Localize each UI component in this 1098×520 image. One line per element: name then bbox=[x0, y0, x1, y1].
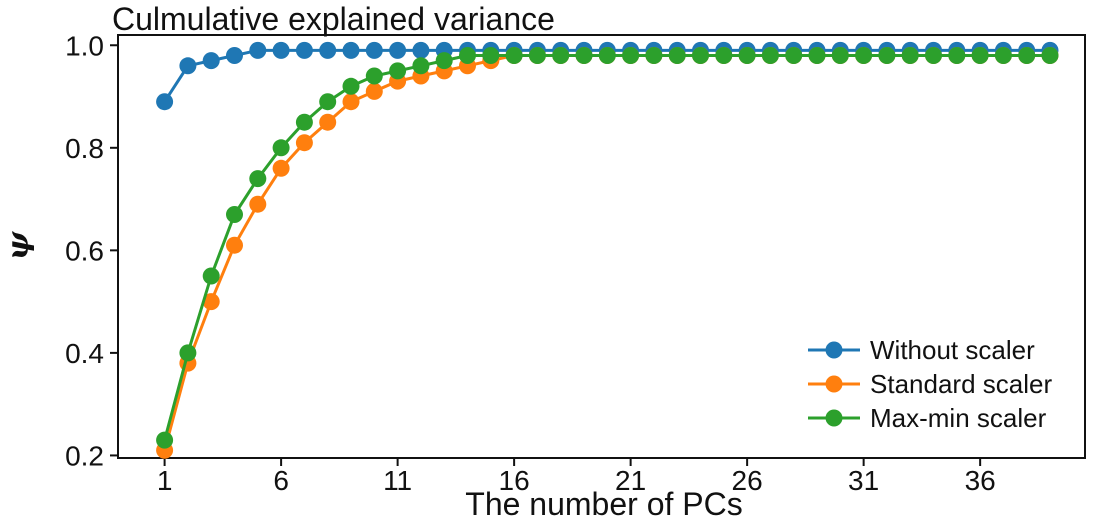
x-tick-label: 6 bbox=[273, 465, 289, 496]
legend-label: Without scaler bbox=[870, 335, 1035, 365]
data-point bbox=[226, 47, 243, 64]
data-point bbox=[272, 159, 290, 177]
data-point bbox=[365, 67, 383, 85]
data-point bbox=[389, 41, 407, 59]
data-point bbox=[622, 47, 640, 64]
data-point bbox=[668, 47, 686, 64]
data-point bbox=[319, 113, 337, 131]
data-point bbox=[179, 57, 197, 75]
data-point bbox=[202, 52, 220, 70]
data-point bbox=[226, 236, 243, 254]
legend-label: Max-min scaler bbox=[870, 403, 1047, 433]
data-point bbox=[878, 47, 896, 64]
data-point bbox=[692, 47, 709, 64]
data-point bbox=[342, 77, 360, 95]
data-point bbox=[412, 41, 430, 59]
data-point bbox=[295, 134, 313, 152]
data-point bbox=[249, 195, 267, 213]
y-tick-label: 0.2 bbox=[65, 440, 104, 471]
plot-frame bbox=[117, 34, 1086, 459]
y-tick-label: 0.4 bbox=[65, 338, 104, 369]
data-point bbox=[575, 47, 593, 64]
legend-item: Standard scaler bbox=[808, 369, 1052, 399]
data-point bbox=[365, 41, 383, 59]
legend-item: Without scaler bbox=[808, 335, 1035, 365]
data-point bbox=[761, 47, 779, 64]
data-point bbox=[971, 47, 989, 64]
data-point bbox=[389, 62, 407, 80]
data-point bbox=[785, 47, 803, 64]
x-axis-label: The number of PCs bbox=[465, 486, 742, 520]
x-tick-label: 1 bbox=[157, 465, 173, 496]
data-point bbox=[505, 47, 523, 64]
x-tick-label: 16 bbox=[499, 465, 530, 496]
data-point bbox=[249, 41, 267, 59]
data-point bbox=[156, 431, 174, 449]
x-tick-label: 11 bbox=[383, 465, 412, 496]
legend-marker bbox=[825, 409, 843, 427]
data-point bbox=[295, 113, 313, 131]
data-point bbox=[226, 206, 243, 223]
data-point bbox=[738, 47, 756, 64]
data-point bbox=[528, 47, 546, 64]
data-point bbox=[156, 93, 174, 111]
data-point bbox=[459, 47, 476, 64]
axes: 1 6 11 16 21 26 31 360.20.40.60.81.0 bbox=[65, 30, 996, 496]
data-point bbox=[249, 170, 267, 188]
data-point bbox=[994, 47, 1012, 64]
data-point bbox=[295, 41, 313, 59]
data-point bbox=[855, 47, 873, 64]
data-point bbox=[179, 344, 197, 362]
legend: Without scaler Standard scaler Max-min sca… bbox=[808, 335, 1052, 433]
data-point bbox=[342, 93, 360, 111]
data-point bbox=[645, 47, 663, 64]
data-point bbox=[925, 47, 942, 64]
legend-marker bbox=[825, 341, 843, 359]
data-point bbox=[319, 41, 337, 59]
y-tick-label: 1.0 bbox=[65, 30, 104, 61]
data-point bbox=[412, 57, 430, 75]
data-point bbox=[831, 47, 849, 64]
series-layer bbox=[156, 41, 1059, 459]
data-point bbox=[1041, 47, 1059, 64]
data-point bbox=[552, 47, 570, 64]
data-point bbox=[808, 47, 826, 64]
data-point bbox=[342, 41, 360, 59]
data-point bbox=[365, 82, 383, 100]
x-tick-label: 31 bbox=[848, 465, 879, 496]
data-point bbox=[435, 52, 453, 70]
x-tick-label: 26 bbox=[732, 465, 763, 496]
data-point bbox=[482, 47, 500, 64]
data-point bbox=[272, 139, 290, 157]
y-tick-label: 0.8 bbox=[65, 133, 104, 164]
data-point bbox=[1018, 47, 1036, 64]
data-point bbox=[272, 41, 290, 59]
data-point bbox=[901, 47, 919, 64]
legend-marker bbox=[825, 375, 843, 393]
legend-label: Standard scaler bbox=[870, 369, 1052, 399]
series-max-min-scaler bbox=[156, 47, 1059, 449]
x-tick-label: 36 bbox=[965, 465, 996, 496]
x-tick-label: 21 bbox=[615, 465, 646, 496]
data-point bbox=[202, 293, 220, 311]
data-point bbox=[715, 47, 733, 64]
y-axis-label: ψ bbox=[1, 230, 36, 260]
data-point bbox=[948, 47, 966, 64]
data-point bbox=[598, 47, 616, 64]
legend-item: Max-min scaler bbox=[808, 403, 1047, 433]
data-point bbox=[202, 267, 220, 285]
data-point bbox=[319, 93, 337, 111]
y-tick-label: 0.6 bbox=[65, 235, 104, 266]
chart-title: Culmulative explained variance bbox=[112, 1, 555, 37]
